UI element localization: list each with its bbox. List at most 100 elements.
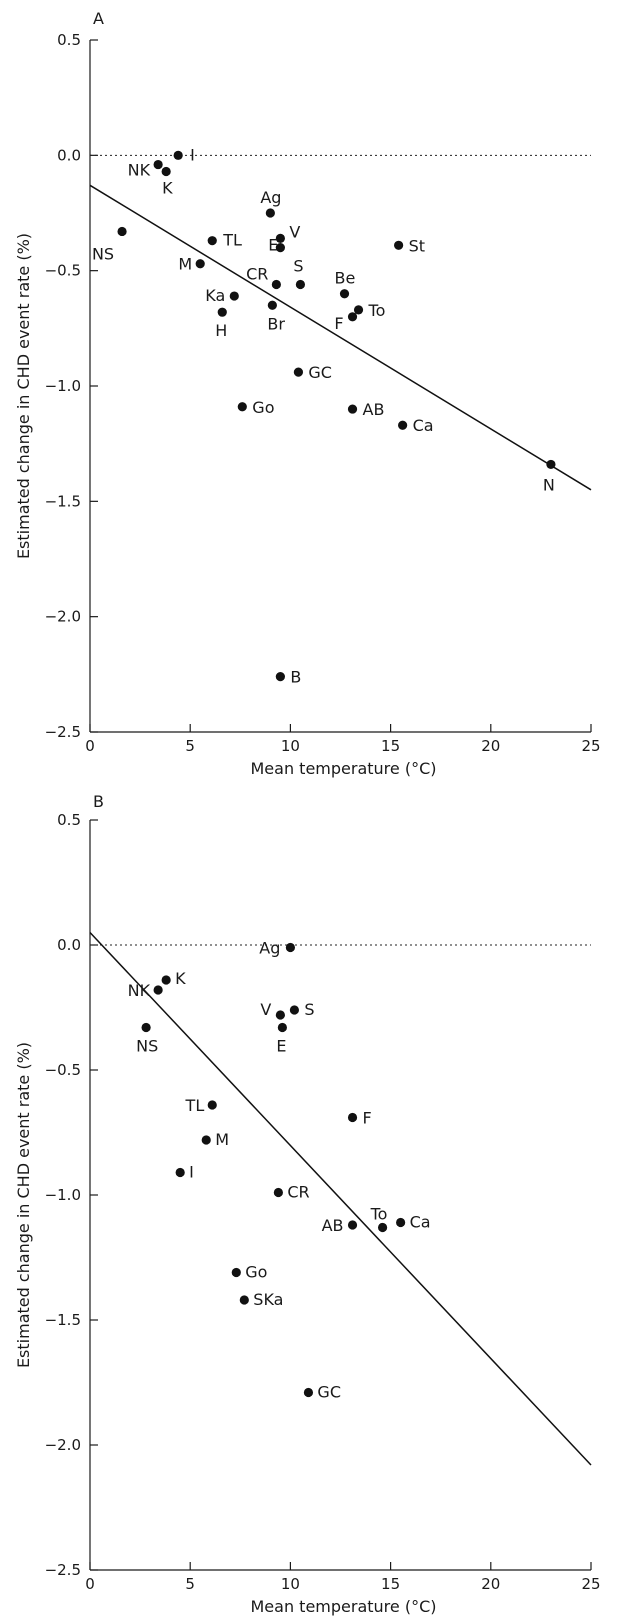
panel-b-letter: B <box>93 792 104 811</box>
panel-a-point-label-f: F <box>334 314 343 333</box>
panel-a-y-tick-label: −2.5 <box>45 723 81 741</box>
panel-a-point-to <box>353 305 364 315</box>
panel-a-point-label-ag: Ag <box>260 188 281 207</box>
panel-b-x-tick-label: 10 <box>281 1575 300 1593</box>
panel-b-point-label-f: F <box>363 1109 372 1128</box>
panel-a-point-label-k: K <box>162 178 173 197</box>
panel-b-point-label-k: K <box>175 969 186 988</box>
panel-a-x-tick-label: 15 <box>381 737 400 755</box>
panel-a-point-label-h: H <box>215 321 227 340</box>
panel-a-point-k <box>161 166 171 177</box>
panel-b-y-tick-label: 0.5 <box>57 811 81 829</box>
panel-b-point-k <box>161 975 171 985</box>
panel-a-x-tick-label: 5 <box>185 737 195 755</box>
panel-a-y-tick-label: −2.0 <box>45 608 81 626</box>
panel-a-point-ka <box>229 291 239 301</box>
panel-a-trend-line <box>89 184 592 491</box>
panel-a-point-ca <box>398 420 408 430</box>
panel-b-y-tick-label: −2.0 <box>45 1436 81 1454</box>
panel-a-y-tick-label: 0.5 <box>57 31 81 49</box>
panel-a-point-f <box>347 312 358 322</box>
panel-a-point-br <box>267 300 277 310</box>
panel-b-point-i <box>175 1167 185 1178</box>
panel-a-point-label-v: V <box>289 222 300 241</box>
panel-b-x-tick-label: 0 <box>85 1575 95 1593</box>
panel-a-point-gc <box>293 367 304 377</box>
panel-b-point-tl <box>207 1100 217 1110</box>
panel-a-point-label-s: S <box>293 257 303 276</box>
panel-b-y-tick-label: −1.5 <box>45 1311 81 1329</box>
panel-a-x-axis-title: Mean temperature (°C) <box>251 759 437 778</box>
panel-a-point-label-gc: GC <box>308 363 332 382</box>
panel-a-point-label-tl: TL <box>222 231 242 250</box>
panel-a-y-tick-label: 0.0 <box>57 146 81 164</box>
panel-a-x-tick-label: 0 <box>85 737 95 755</box>
panel-b-point-label-cr: CR <box>287 1183 309 1202</box>
panel-b-point-ska <box>239 1295 249 1305</box>
panel-a-point-be <box>339 289 350 299</box>
panel-a-x-tick-label: 25 <box>581 737 600 755</box>
panel-b-point-ab <box>347 1220 358 1230</box>
panel-b-x-axis-title: Mean temperature (°C) <box>251 1597 437 1616</box>
panel-b-point-label-m: M <box>215 1130 229 1149</box>
panel-b-point-label-tl: TL <box>185 1096 205 1115</box>
panel-b-point-e <box>277 1022 287 1033</box>
panel-a-point-nk <box>153 159 163 170</box>
panel-a-point-label-to: To <box>368 301 386 320</box>
panel-a-point-label-st: St <box>409 236 425 255</box>
panel-b-point-nk <box>153 985 163 995</box>
panel-a-point-e <box>275 243 285 253</box>
panel-a-y-tick-label: −1.5 <box>45 492 81 510</box>
panel-a-point-i <box>173 150 183 160</box>
panel-b-point-label-ab: AB <box>322 1216 344 1235</box>
panel-a-x-tick-label: 10 <box>281 737 300 755</box>
panel-b-point-s <box>289 1005 300 1015</box>
panel-b-point-gc <box>303 1387 314 1398</box>
panel-a-y-tick-label: −0.5 <box>45 262 81 280</box>
panel-a-point-label-i: I <box>190 145 195 164</box>
panel-b-point-label-ska: SKa <box>253 1290 283 1309</box>
panel-a-point-label-ns: NS <box>92 244 114 263</box>
panel-b-x-tick-label: 20 <box>481 1575 500 1593</box>
panel-a-y-tick-label: −1.0 <box>45 377 81 395</box>
panel-b-trend-line <box>89 931 592 1466</box>
panel-a-point-label-ca: Ca <box>413 416 434 435</box>
panel-b-point-label-i: I <box>189 1163 194 1182</box>
panel-b-y-tick-label: −2.5 <box>45 1561 81 1579</box>
panel-b-point-label-v: V <box>260 1000 271 1019</box>
panel-b-point-label-ag: Ag <box>259 939 280 958</box>
panel-b-x-tick-label: 5 <box>185 1575 195 1593</box>
panel-b-point-go <box>231 1267 241 1278</box>
panel-b-point-m <box>201 1135 211 1145</box>
panel-b-x-tick-label: 15 <box>381 1575 400 1593</box>
panel-a-point-label-ab: AB <box>363 400 385 419</box>
panel-a-point-label-go: Go <box>252 398 274 417</box>
panel-b-point-label-nk: NK <box>128 981 151 1000</box>
panel-b-x-tick-label: 25 <box>581 1575 600 1593</box>
panel-a-point-label-n: N <box>543 475 555 494</box>
panel-a-point-ab <box>347 404 358 414</box>
panel-a-x-tick-label: 20 <box>481 737 500 755</box>
panel-b-point-label-ca: Ca <box>410 1213 431 1232</box>
panel-a-point-label-m: M <box>178 255 192 274</box>
panel-a-point-label-cr: CR <box>246 265 268 284</box>
panel-a-point-v <box>275 233 285 243</box>
panel-a-point-label-br: Br <box>267 314 285 333</box>
panel-a-point-tl <box>207 236 217 246</box>
panel-a-point-m <box>195 259 205 269</box>
panel-b-point-to <box>377 1222 388 1233</box>
panel-b-point-ca <box>396 1217 406 1228</box>
panel-b-point-ns <box>141 1022 151 1033</box>
panel-b-point-cr <box>273 1187 283 1198</box>
panel-a-point-label-be: Be <box>335 269 356 288</box>
panel-a-point-ag <box>265 208 275 218</box>
panel-b-y-tick-label: −0.5 <box>45 1061 81 1079</box>
panel-a-letter: A <box>93 9 104 28</box>
panel-b-point-label-to: To <box>370 1205 388 1224</box>
panel-b-point-v <box>275 1010 285 1020</box>
panel-b-y-tick-label: −1.0 <box>45 1186 81 1204</box>
panel-a-point-label-e: E <box>268 236 278 255</box>
panel-a-point-s <box>295 279 306 290</box>
panel-a-point-n <box>546 459 556 470</box>
